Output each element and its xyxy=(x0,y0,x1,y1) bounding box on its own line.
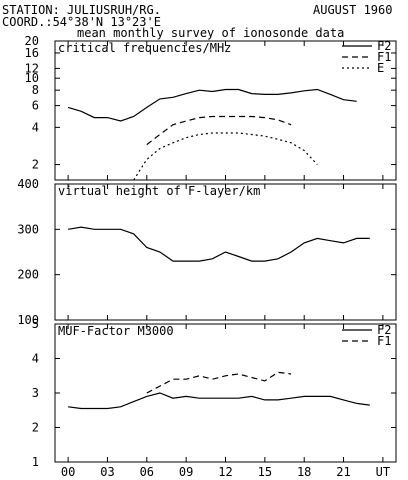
panel-title: virtual height of F-layer/km xyxy=(58,184,260,198)
y-tick-label: 200 xyxy=(17,268,39,282)
x-tick-label: 12 xyxy=(218,465,232,479)
subtitle-label: mean monthly survey of ionosonde data xyxy=(77,26,344,40)
y-tick-label: 5 xyxy=(32,317,39,331)
x-tick-label: 06 xyxy=(140,465,154,479)
panel-title: MUF-Factor M3000 xyxy=(58,324,174,338)
x-tick-label: 21 xyxy=(336,465,350,479)
y-tick-label: 100 xyxy=(17,313,39,327)
legend-label: F2 xyxy=(377,39,391,53)
y-tick-label: 8 xyxy=(32,83,39,97)
series-line-f2 xyxy=(67,88,357,122)
y-tick-label: 2 xyxy=(32,158,39,172)
legend-label: F2 xyxy=(377,323,391,337)
y-tick-label: 1 xyxy=(32,455,39,469)
y-tick-label: 10 xyxy=(25,71,39,85)
y-tick-label: 20 xyxy=(25,34,39,48)
panel-virtual-height: virtual height of F-layer/km 100 200 300 400 xyxy=(17,177,397,327)
date-label: AUGUST 1960 xyxy=(313,3,392,17)
x-tick-label: 03 xyxy=(100,465,114,479)
y-tick-label: 3 xyxy=(32,386,39,400)
y-tick-label: 400 xyxy=(17,177,39,191)
x-axis-labels: 00 03 06 09 12 15 18 21 UT xyxy=(61,465,390,479)
y-tick-label: 4 xyxy=(32,352,39,366)
y-tick-label: 16 xyxy=(25,46,39,60)
x-tick-label: UT xyxy=(376,465,390,479)
legend-label: F1 xyxy=(377,334,391,348)
x-tick-label: 09 xyxy=(179,465,193,479)
coord-label: COORD.:54°38'N 13°23'E xyxy=(2,15,161,29)
panel-title: critical frequencies/MHz xyxy=(58,41,231,55)
station-label: STATION: JULIUSRUH/RG. xyxy=(2,3,161,17)
panel-frame xyxy=(54,323,397,463)
y-tick-label: 4 xyxy=(32,120,39,134)
y-tick-label: 2 xyxy=(32,421,39,435)
series-line-e xyxy=(133,132,318,181)
x-tick-label: 15 xyxy=(258,465,272,479)
y-tick-label: 300 xyxy=(17,222,39,236)
series-line-f2 xyxy=(68,392,370,410)
y-tick-label: 12 xyxy=(25,61,39,75)
panel-frame xyxy=(54,40,397,181)
x-tick-label: 00 xyxy=(61,465,75,479)
series-line-height xyxy=(68,226,370,262)
series-line-f1 xyxy=(146,115,292,146)
legend-label: E xyxy=(377,61,384,75)
y-tick-label: 6 xyxy=(32,99,39,113)
legend-label: F1 xyxy=(377,50,391,64)
series-line-f1 xyxy=(146,371,292,394)
x-tick-label: 18 xyxy=(297,465,311,479)
